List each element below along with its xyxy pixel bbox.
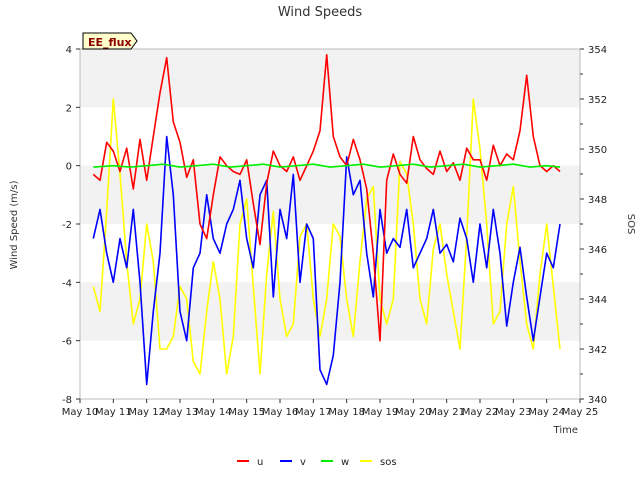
series-line-v <box>92 135 561 386</box>
legend-label-u: u <box>257 457 263 468</box>
x-tick-label: May 11 <box>95 407 132 418</box>
legend-label-w: w <box>341 457 349 468</box>
y-tick-label: -4 <box>62 278 72 289</box>
y-tick-label: 0 <box>66 162 72 173</box>
x-axis-label: Time <box>553 425 578 436</box>
x-tick-label: May 13 <box>162 407 199 418</box>
y2-tick-label: 352 <box>588 95 607 106</box>
x-tick-label: May 18 <box>328 407 365 418</box>
x-tick-label: May 10 <box>62 407 99 418</box>
y2-tick-label: 350 <box>588 145 607 156</box>
badge-label: EE_flux <box>88 36 132 49</box>
x-tick-label: May 24 <box>528 407 565 418</box>
x-tick-label: May 16 <box>262 407 299 418</box>
chart-title: Wind Speeds <box>278 5 363 20</box>
x-tick-label: May 23 <box>495 407 532 418</box>
ee-flux-badge: EE_flux <box>82 32 138 50</box>
y-tick-label: -8 <box>62 395 72 406</box>
y2-tick-label: 354 <box>588 45 607 56</box>
grid-band <box>80 165 580 224</box>
y-tick-label: 4 <box>66 45 72 56</box>
y-axis-label: Wind Speed (m/s) <box>9 180 20 269</box>
series-line-w <box>93 163 561 168</box>
y-tick-label: -6 <box>62 337 72 348</box>
x-tick-label: May 21 <box>428 407 465 418</box>
legend-label-v: v <box>300 457 306 468</box>
y-tick-label: 2 <box>66 103 72 114</box>
x-tick-label: May 25 <box>562 407 599 418</box>
y-axis-ticks: -8 -6 -4 -2 0 2 4 <box>62 45 80 406</box>
grid-band <box>80 282 580 341</box>
y2-tick-label: 346 <box>588 245 607 256</box>
legend: u v w sos <box>237 457 397 468</box>
y-tick-label: -2 <box>62 220 72 231</box>
y2-axis-ticks: 340 342 344 346 348 350 352 354 <box>580 45 607 406</box>
y2-tick-label: 348 <box>588 195 607 206</box>
x-tick-label: May 20 <box>395 407 432 418</box>
badge-box <box>82 32 138 50</box>
y2-tick-label: 342 <box>588 345 607 356</box>
legend-label-sos: sos <box>380 457 397 468</box>
x-tick-label: May 22 <box>462 407 499 418</box>
x-tick-label: May 15 <box>228 407 265 418</box>
x-tick-label: May 12 <box>128 407 165 418</box>
x-tick-label: May 17 <box>295 407 332 418</box>
series-line-sos <box>92 98 561 375</box>
y2-tick-label: 340 <box>588 395 607 406</box>
background-bands <box>80 49 580 341</box>
x-tick-label: May 14 <box>195 407 232 418</box>
y2-axis-label: SOS <box>625 214 636 235</box>
series-layer <box>92 53 561 386</box>
x-tick-label: May 19 <box>362 407 399 418</box>
y2-tick-label: 344 <box>588 295 607 306</box>
